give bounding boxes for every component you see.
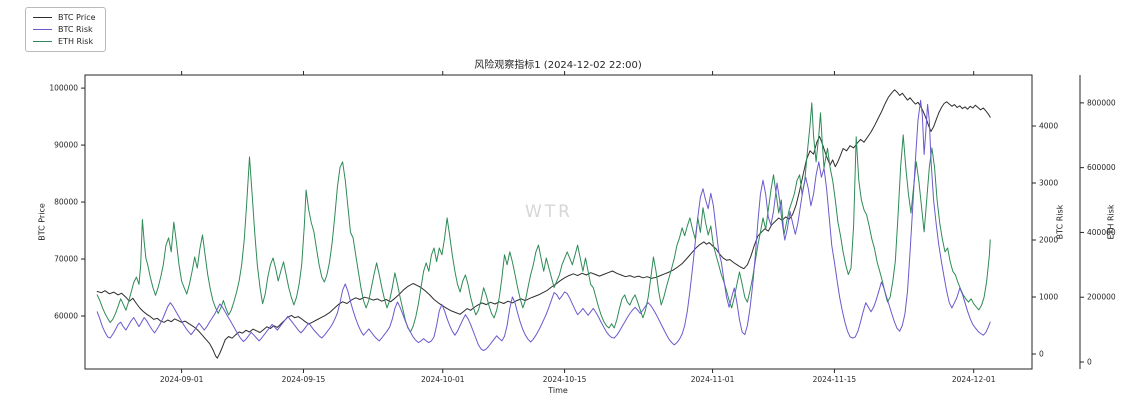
- x-axis-tick-label: 2024-12-01: [952, 375, 996, 384]
- eth-risk-axis-tick-label: 400000: [1087, 228, 1116, 237]
- x-axis-tick-label: 2024-10-01: [421, 375, 465, 384]
- btc-risk-axis-tick-label: 0: [1039, 350, 1044, 359]
- eth-risk-axis-tick-label: 800000: [1087, 98, 1116, 107]
- x-axis-tick-label: 2024-09-15: [282, 375, 326, 384]
- btc-risk-axis-tick-label: 3000: [1039, 179, 1058, 188]
- eth-risk-axis-tick-label: 200000: [1087, 293, 1116, 302]
- eth-risk-line: [96, 102, 991, 333]
- eth-risk-axis-label: ETH Risk: [1106, 204, 1116, 240]
- legend-label: BTC Price: [58, 13, 96, 22]
- legend-item: BTC Risk: [33, 25, 96, 34]
- eth-risk-axis-tick-label: 600000: [1087, 163, 1116, 172]
- price-axis-label: BTC Price: [37, 203, 47, 241]
- x-axis-tick-label: 2024-11-15: [813, 375, 857, 384]
- btc-price-line-swatch: [33, 17, 52, 18]
- watermark: WTR: [525, 202, 573, 222]
- legend-label: BTC Risk: [58, 25, 93, 34]
- price-axis-tick-label: 60000: [54, 312, 78, 321]
- price-axis-tick-label: 80000: [54, 198, 78, 207]
- btc-risk-axis-label: BTC Risk: [1055, 204, 1065, 240]
- x-axis-label: Time: [548, 386, 568, 395]
- legend-item: BTC Price: [33, 13, 96, 22]
- x-axis-tick-label: 2024-11-01: [691, 375, 735, 384]
- btc-price-line: [96, 89, 991, 359]
- x-axis-tick-label: 2024-10-15: [543, 375, 587, 384]
- btc-risk-line: [96, 99, 991, 352]
- legend-label: ETH Risk: [58, 37, 94, 46]
- chart-title: 风险观察指标1 (2024-12-02 22:00): [474, 60, 642, 71]
- price-axis-tick-label: 70000: [54, 255, 78, 264]
- legend: BTC Price BTC Risk ETH Risk: [25, 7, 106, 52]
- btc-risk-line-swatch: [33, 29, 52, 30]
- plot-border: [84, 74, 1033, 370]
- eth-risk-axis-tick-label: 0: [1087, 358, 1092, 367]
- price-axis-tick-label: 90000: [54, 141, 78, 150]
- eth-risk-line-swatch: [33, 41, 52, 42]
- x-axis-tick-label: 2024-09-01: [160, 375, 204, 384]
- legend-item: ETH Risk: [33, 37, 96, 46]
- price-axis-tick-label: 100000: [49, 84, 78, 93]
- btc-risk-axis-tick-label: 2000: [1039, 236, 1058, 245]
- btc-risk-axis-tick-label: 4000: [1039, 122, 1058, 131]
- btc-risk-axis-tick-label: 1000: [1039, 293, 1058, 302]
